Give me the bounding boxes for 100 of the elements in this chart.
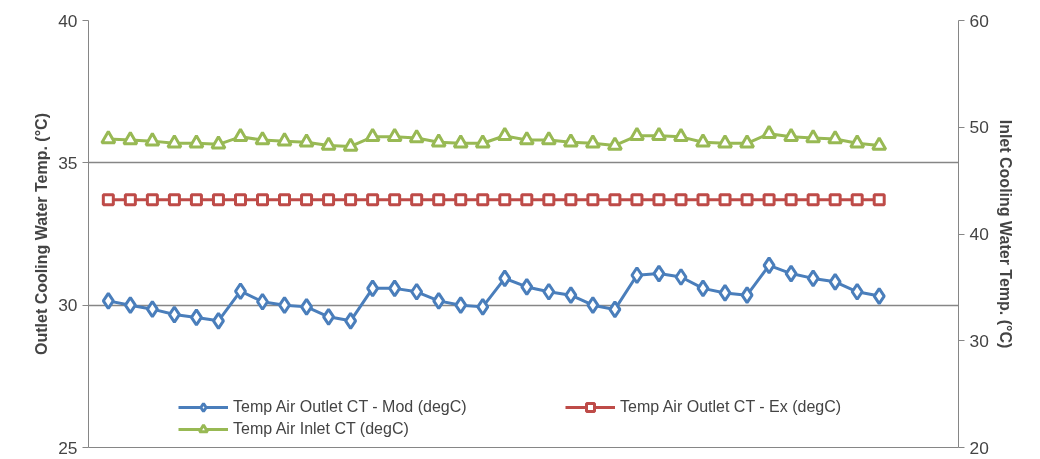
point bbox=[717, 134, 734, 149]
point bbox=[542, 282, 556, 301]
point bbox=[430, 133, 447, 148]
point bbox=[783, 127, 800, 143]
point bbox=[189, 193, 203, 207]
point bbox=[278, 296, 292, 315]
point bbox=[650, 126, 667, 142]
point bbox=[674, 193, 688, 207]
point bbox=[364, 127, 381, 143]
point bbox=[366, 279, 380, 298]
point bbox=[344, 193, 358, 207]
point bbox=[562, 133, 579, 148]
point bbox=[740, 286, 754, 305]
point bbox=[784, 193, 798, 207]
legend-label: Temp Air Inlet CT (degC) bbox=[233, 420, 410, 438]
y-tick-label: 30 bbox=[58, 295, 78, 316]
point bbox=[344, 311, 358, 330]
point bbox=[166, 134, 183, 149]
point bbox=[254, 131, 271, 146]
point bbox=[740, 193, 754, 207]
y2-tick-label: 60 bbox=[969, 10, 989, 31]
y-tick-label: 35 bbox=[58, 152, 78, 173]
point bbox=[805, 128, 822, 144]
point bbox=[608, 193, 622, 207]
point bbox=[145, 300, 159, 319]
point bbox=[628, 126, 645, 142]
y-tick-label: 25 bbox=[58, 437, 78, 458]
point bbox=[454, 193, 468, 207]
point bbox=[300, 193, 314, 207]
point bbox=[211, 193, 225, 207]
point bbox=[233, 282, 247, 301]
point bbox=[476, 193, 490, 207]
point bbox=[718, 193, 732, 207]
point bbox=[276, 132, 293, 147]
point bbox=[850, 193, 864, 207]
point bbox=[123, 193, 137, 207]
point bbox=[496, 126, 513, 142]
y2-tick-label: 40 bbox=[969, 224, 989, 244]
point bbox=[872, 287, 886, 306]
point bbox=[122, 131, 139, 146]
point bbox=[123, 296, 137, 315]
point bbox=[432, 193, 446, 207]
point bbox=[871, 136, 888, 151]
point bbox=[849, 134, 866, 149]
point bbox=[696, 279, 710, 298]
point bbox=[322, 193, 336, 207]
point bbox=[322, 307, 336, 326]
point bbox=[211, 311, 225, 330]
point bbox=[101, 291, 115, 310]
point bbox=[410, 282, 424, 301]
point bbox=[232, 127, 249, 143]
point bbox=[432, 291, 446, 310]
point bbox=[672, 127, 689, 143]
point bbox=[388, 193, 402, 207]
point bbox=[630, 266, 644, 285]
point bbox=[652, 264, 666, 283]
point bbox=[586, 193, 600, 207]
point bbox=[850, 282, 864, 301]
point bbox=[476, 297, 490, 316]
point bbox=[233, 193, 247, 207]
point bbox=[210, 135, 227, 150]
point bbox=[606, 136, 623, 151]
point bbox=[189, 308, 203, 327]
point bbox=[452, 134, 469, 149]
point bbox=[518, 131, 535, 146]
y2-tick-label: 50 bbox=[969, 117, 989, 138]
point bbox=[718, 283, 732, 302]
point bbox=[872, 193, 886, 207]
point bbox=[167, 193, 181, 207]
y2-axis-title: Inlet Cooling Water Temp. (°C) bbox=[996, 119, 1014, 349]
point bbox=[388, 279, 402, 298]
point bbox=[608, 300, 622, 319]
point bbox=[320, 136, 337, 151]
point bbox=[542, 193, 556, 207]
point bbox=[828, 272, 842, 291]
point bbox=[564, 286, 578, 305]
point bbox=[144, 132, 161, 147]
point bbox=[674, 267, 688, 286]
point bbox=[762, 193, 776, 207]
point bbox=[300, 297, 314, 316]
point bbox=[498, 193, 512, 207]
point bbox=[408, 128, 425, 144]
point bbox=[256, 193, 269, 207]
y-tick-label: 40 bbox=[58, 10, 78, 31]
point bbox=[188, 134, 205, 149]
y2-tick-label: 30 bbox=[969, 330, 989, 351]
point bbox=[564, 193, 578, 207]
point bbox=[695, 133, 712, 148]
point bbox=[101, 193, 115, 207]
point bbox=[828, 193, 842, 207]
legend-label: Temp Air Outlet CT - Mod (degC) bbox=[233, 398, 468, 416]
point bbox=[366, 193, 380, 207]
point bbox=[342, 137, 359, 152]
point bbox=[386, 127, 403, 143]
point bbox=[498, 269, 512, 288]
legend-label: Temp Air Outlet CT - Ex (degC) bbox=[620, 398, 843, 416]
y-axis-title: Outlet Cooling Water Temp. (°C) bbox=[33, 113, 51, 355]
point bbox=[806, 269, 820, 288]
point bbox=[540, 131, 557, 146]
point bbox=[696, 193, 710, 207]
